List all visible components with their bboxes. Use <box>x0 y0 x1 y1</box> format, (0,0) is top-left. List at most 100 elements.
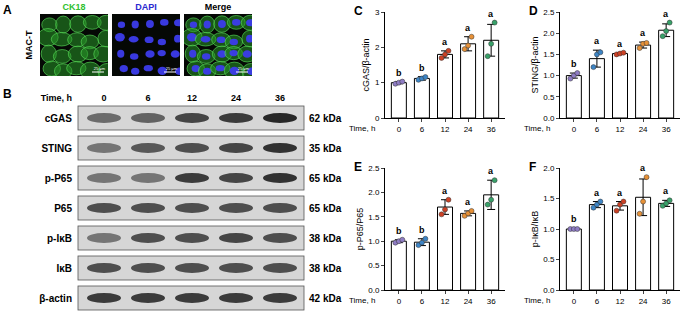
svg-text:Time, h: Time, h <box>349 296 375 305</box>
svg-text:0.0: 0.0 <box>543 114 555 123</box>
svg-text:0.5: 0.5 <box>543 93 555 102</box>
svg-text:MAC-T: MAC-T <box>24 30 34 59</box>
svg-text:12: 12 <box>187 93 197 103</box>
svg-text:a: a <box>488 166 494 176</box>
svg-text:0: 0 <box>397 125 402 134</box>
svg-text:36: 36 <box>487 125 496 134</box>
svg-text:12: 12 <box>441 297 450 306</box>
svg-text:1.0: 1.0 <box>368 237 380 246</box>
svg-text:a: a <box>663 9 669 19</box>
svg-text:β-actin: β-actin <box>39 293 72 304</box>
svg-text:2: 2 <box>375 43 380 52</box>
svg-text:38 kDa: 38 kDa <box>309 233 342 244</box>
svg-text:25 μm: 25 μm <box>238 66 250 71</box>
svg-text:a: a <box>663 186 669 196</box>
svg-text:25 μm: 25 μm <box>166 66 178 71</box>
svg-text:0.0: 0.0 <box>543 286 555 295</box>
svg-text:6: 6 <box>420 125 425 134</box>
svg-text:b: b <box>419 63 425 73</box>
svg-text:0: 0 <box>572 125 577 134</box>
svg-text:0: 0 <box>101 93 106 103</box>
svg-text:DAPI: DAPI <box>135 2 157 12</box>
svg-text:0.5: 0.5 <box>368 261 380 270</box>
svg-text:36: 36 <box>487 297 496 306</box>
svg-text:36: 36 <box>275 93 285 103</box>
svg-text:1.0: 1.0 <box>543 71 555 80</box>
svg-text:a: a <box>488 9 494 19</box>
svg-text:6: 6 <box>145 93 150 103</box>
svg-text:E: E <box>354 160 362 174</box>
svg-text:cGAS: cGAS <box>45 113 73 124</box>
svg-text:STING: STING <box>41 143 72 154</box>
svg-text:24: 24 <box>231 93 241 103</box>
svg-text:P65: P65 <box>54 203 72 214</box>
svg-text:1.5: 1.5 <box>368 213 380 222</box>
svg-text:b: b <box>419 225 425 235</box>
svg-text:12: 12 <box>616 297 625 306</box>
svg-text:a: a <box>617 188 623 198</box>
svg-text:IκB: IκB <box>56 263 72 274</box>
svg-text:a: a <box>442 37 448 47</box>
svg-text:a: a <box>640 163 646 173</box>
svg-text:C: C <box>354 4 363 18</box>
svg-text:Time, h: Time, h <box>524 296 550 305</box>
svg-text:b: b <box>571 59 577 69</box>
svg-text:3: 3 <box>375 8 380 17</box>
svg-text:a: a <box>594 188 600 198</box>
svg-text:a: a <box>465 23 471 33</box>
svg-text:a: a <box>594 36 600 46</box>
svg-text:a: a <box>465 197 471 207</box>
svg-text:a: a <box>442 186 448 196</box>
svg-text:38 kDa: 38 kDa <box>309 263 342 274</box>
svg-text:0: 0 <box>397 297 402 306</box>
svg-text:35 kDa: 35 kDa <box>309 143 342 154</box>
svg-text:6: 6 <box>595 297 600 306</box>
svg-text:cGAS/β-actin: cGAS/β-actin <box>361 38 371 91</box>
svg-text:65 kDa: 65 kDa <box>309 173 342 184</box>
svg-text:2.0: 2.0 <box>543 29 555 38</box>
svg-text:2.0: 2.0 <box>543 164 555 173</box>
svg-text:STING/β-actin: STING/β-actin <box>530 36 540 93</box>
svg-text:0.5: 0.5 <box>543 255 555 264</box>
svg-text:62 kDa: 62 kDa <box>309 113 342 124</box>
svg-text:24: 24 <box>639 125 648 134</box>
svg-text:F: F <box>529 160 536 174</box>
svg-text:p-IκB/IκB: p-IκB/IκB <box>530 211 540 248</box>
svg-text:b: b <box>396 226 402 236</box>
svg-text:2.5: 2.5 <box>543 8 555 17</box>
svg-text:Merge: Merge <box>205 2 232 12</box>
svg-text:p-P65/P65: p-P65/P65 <box>355 208 365 251</box>
svg-text:CK18: CK18 <box>62 2 85 12</box>
svg-text:6: 6 <box>595 125 600 134</box>
svg-text:24: 24 <box>464 125 473 134</box>
svg-text:2.0: 2.0 <box>368 188 380 197</box>
svg-text:a: a <box>640 28 646 38</box>
svg-text:65 kDa: 65 kDa <box>309 203 342 214</box>
svg-text:p-IκB: p-IκB <box>47 233 72 244</box>
svg-text:1.0: 1.0 <box>543 225 555 234</box>
svg-text:24: 24 <box>464 297 473 306</box>
svg-text:0: 0 <box>375 114 380 123</box>
svg-text:Time, h: Time, h <box>524 124 550 133</box>
svg-text:36: 36 <box>662 297 671 306</box>
svg-text:b: b <box>571 214 577 224</box>
svg-text:b: b <box>396 68 402 78</box>
svg-text:A: A <box>3 3 12 17</box>
svg-text:36: 36 <box>662 125 671 134</box>
svg-text:1.5: 1.5 <box>543 50 555 59</box>
svg-text:Time, h: Time, h <box>349 124 375 133</box>
svg-text:0.0: 0.0 <box>368 286 380 295</box>
svg-text:2.5: 2.5 <box>368 164 380 173</box>
svg-text:25 μm: 25 μm <box>94 66 106 71</box>
svg-text:1.5: 1.5 <box>543 194 555 203</box>
svg-text:B: B <box>3 87 12 101</box>
svg-text:1: 1 <box>375 78 380 87</box>
svg-text:Time, h: Time, h <box>41 93 72 103</box>
svg-text:0: 0 <box>572 297 577 306</box>
svg-text:24: 24 <box>639 297 648 306</box>
svg-text:D: D <box>529 4 538 18</box>
svg-text:p-P65: p-P65 <box>45 173 73 184</box>
svg-text:6: 6 <box>420 297 425 306</box>
svg-text:42 kDa: 42 kDa <box>309 293 342 304</box>
svg-text:12: 12 <box>616 125 625 134</box>
